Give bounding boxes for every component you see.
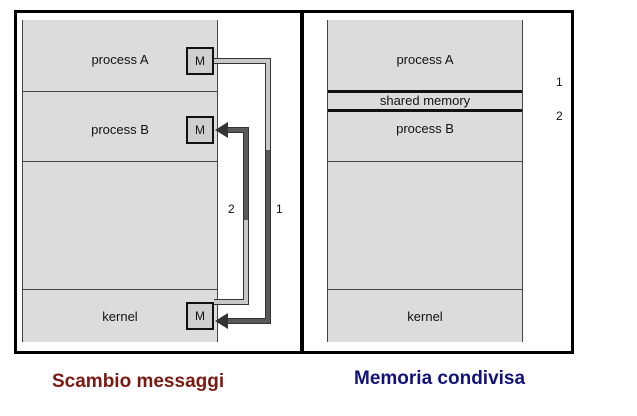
shm-arrow-1-number: 1 [556,75,563,89]
shared-memory-label: shared memory [379,93,471,108]
arrow-1-light [214,59,270,150]
free-region [23,162,217,290]
mailbox-kernel: M [186,302,214,330]
mailbox-process-a: M [186,47,214,75]
arrow-2-head [215,122,228,138]
arrow-2-dark [226,128,248,220]
free-region [328,162,522,290]
kernel-label: kernel [407,309,443,324]
arrow-2-number: 2 [228,202,235,216]
mailbox-process-b: M [186,116,214,144]
arrow-2-light [214,220,248,304]
shared-memory-layout [327,20,523,342]
process-b-region [328,112,522,162]
shared-memory-region [328,90,522,112]
arrow-1-dark [226,150,270,323]
process-b-label: process B [91,122,149,137]
arrow-2-outline [214,127,249,305]
process-a-region [23,20,217,92]
process-a-label: process A [396,52,454,67]
message-passing-caption: Scambio messaggi [52,371,225,392]
kernel-label: kernel [102,309,138,324]
process-b-label: process B [396,121,454,136]
arrow-1-outline [214,58,271,324]
process-a-label: process A [91,52,149,67]
shared-memory-caption: Memoria condivisa [354,368,526,389]
process-b-region [23,92,217,162]
arrow-1-number: 1 [276,202,283,216]
shm-arrow-2-number: 2 [556,109,563,123]
message-passing-memory [22,20,218,342]
arrow-1-head [215,313,228,329]
